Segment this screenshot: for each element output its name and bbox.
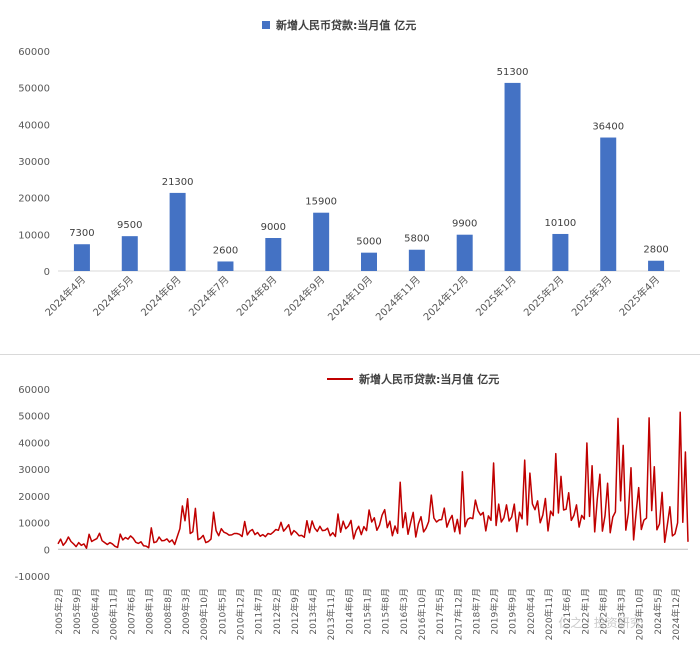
x-tick-label: 2025年2月 bbox=[521, 273, 567, 319]
bar-chart-panel: 新增人民币贷款:当月值 亿元 0 10000 20000 30000 40000 50000… bbox=[0, 18, 700, 355]
x-tick-label: 2016年3月 bbox=[398, 588, 410, 635]
legend-label: 新增人民币贷款:当月值 亿元 bbox=[276, 18, 416, 32]
x-tick-label: 2024年5月 bbox=[90, 273, 136, 319]
y-tick-label: 20000 bbox=[18, 194, 50, 205]
line-chart: 新增人民币贷款:当月值 亿元 -10000 0 10000 20000 30000 4000… bbox=[15, 372, 689, 640]
y-tick-label: 0 bbox=[44, 267, 50, 278]
y-tick-label: 60000 bbox=[18, 47, 50, 58]
x-tick-label: 2013年4月 bbox=[307, 588, 319, 635]
bar-data-label: 21300 bbox=[162, 177, 194, 188]
x-tick-label: 2011年7月 bbox=[253, 588, 265, 635]
x-tick-label: 2012年2月 bbox=[271, 588, 283, 635]
bar bbox=[265, 238, 282, 271]
x-tick-label: 2024年8月 bbox=[234, 273, 280, 319]
x-tick-label: 2023年3月 bbox=[616, 588, 628, 635]
bar bbox=[217, 261, 234, 271]
bar bbox=[313, 212, 330, 271]
x-tick-label: 2009年3月 bbox=[180, 588, 192, 635]
x-tick-label: 2006年11月 bbox=[107, 588, 119, 640]
x-tick-label: 2005年2月 bbox=[53, 588, 65, 635]
x-tick-label: 2008年1月 bbox=[144, 588, 156, 635]
y-tick-label: 30000 bbox=[18, 465, 50, 476]
y-tick-label: 40000 bbox=[18, 438, 50, 449]
x-tick-label: 2022年8月 bbox=[597, 588, 609, 635]
line-chart-panel: 新增人民币贷款:当月值 亿元 -10000 0 10000 20000 30000 4000… bbox=[0, 355, 700, 648]
x-tick-label: 2024年12月 bbox=[420, 273, 470, 323]
bar bbox=[648, 260, 665, 271]
bar bbox=[361, 252, 377, 271]
bar bbox=[600, 137, 617, 271]
bar bbox=[504, 82, 521, 272]
x-tick-label: 2019年2月 bbox=[489, 588, 501, 635]
x-tick-label: 2009年10月 bbox=[198, 588, 210, 640]
x-tick-label: 2024年4月 bbox=[42, 273, 88, 319]
x-tick-label: 2023年10月 bbox=[634, 588, 646, 640]
x-tick-label: 2015年1月 bbox=[362, 588, 374, 635]
x-tick-label: 2007年6月 bbox=[126, 588, 138, 635]
x-tick-label: 2019年9月 bbox=[507, 588, 519, 635]
x-tick-label: 2014年6月 bbox=[343, 588, 355, 635]
y-tick-label: 10000 bbox=[18, 230, 50, 241]
x-tick-label: 2024年11月 bbox=[373, 273, 423, 323]
bar bbox=[408, 249, 425, 271]
y-tick-label: 60000 bbox=[18, 385, 50, 396]
x-tick-label: 2025年1月 bbox=[473, 273, 519, 319]
bar-data-label: 15900 bbox=[305, 197, 337, 208]
x-tick-label: 2025年3月 bbox=[569, 273, 615, 319]
x-tick-label: 2024年6月 bbox=[138, 273, 184, 319]
watermark-text: 仁之 · 投资研究 bbox=[558, 615, 641, 630]
x-tick-label: 2010年5月 bbox=[216, 588, 228, 635]
x-tick-label: 2024年7月 bbox=[186, 273, 232, 319]
x-tick-label: 2017年12月 bbox=[452, 588, 464, 640]
bar bbox=[456, 234, 473, 271]
x-tick-label: 2024年9月 bbox=[281, 273, 327, 319]
x-tick-label: 2024年12月 bbox=[670, 588, 682, 640]
x-tick-label: 2024年5月 bbox=[652, 588, 664, 635]
bar bbox=[73, 244, 90, 271]
x-tick-label: 2018年7月 bbox=[470, 588, 482, 635]
x-tick-label: 2025年4月 bbox=[616, 273, 662, 319]
x-tick-label: 2012年9月 bbox=[289, 588, 301, 635]
x-tick-label: 2006年4月 bbox=[89, 588, 101, 635]
y-tick-label: 50000 bbox=[18, 84, 50, 95]
bar bbox=[121, 236, 138, 271]
x-tick-label: 2013年11月 bbox=[325, 588, 337, 640]
y-tick-label: 10000 bbox=[18, 519, 50, 530]
bar bbox=[169, 192, 186, 271]
x-tick-label: 2005年9月 bbox=[71, 588, 83, 635]
bar-chart: 新增人民币贷款:当月值 亿元 0 10000 20000 30000 40000 50000… bbox=[18, 18, 680, 323]
x-tick-label: 2010年12月 bbox=[234, 588, 246, 640]
legend-swatch bbox=[262, 21, 270, 29]
bar-data-label: 36400 bbox=[592, 122, 624, 133]
bar-data-label: 7300 bbox=[69, 228, 94, 239]
x-tick-label: 2020年4月 bbox=[525, 588, 537, 635]
x-tick-label: 2021年6月 bbox=[561, 588, 573, 635]
x-tick-label: 2024年10月 bbox=[325, 273, 375, 323]
bar-data-label: 9500 bbox=[117, 220, 142, 231]
x-tick-label: 2022年1月 bbox=[579, 588, 591, 635]
bar-data-label: 51300 bbox=[497, 67, 529, 78]
y-tick-label: 0 bbox=[44, 545, 50, 556]
bar-data-label: 10100 bbox=[544, 218, 576, 229]
bar-data-label: 5000 bbox=[356, 237, 381, 248]
bar-data-label: 9000 bbox=[261, 222, 286, 233]
bar-data-label: 2800 bbox=[643, 245, 668, 256]
y-tick-label: 20000 bbox=[18, 492, 50, 503]
bar bbox=[552, 233, 569, 271]
legend-label: 新增人民币贷款:当月值 亿元 bbox=[359, 372, 499, 386]
series-line bbox=[57, 411, 689, 549]
y-tick-label: 40000 bbox=[18, 120, 50, 131]
y-tick-label: 30000 bbox=[18, 157, 50, 168]
x-tick-label: 2016年10月 bbox=[416, 588, 428, 640]
y-tick-label: -10000 bbox=[15, 572, 50, 583]
x-tick-label: 2017年5月 bbox=[434, 588, 446, 635]
x-tick-label: 2008年8月 bbox=[162, 588, 174, 635]
y-tick-label: 50000 bbox=[18, 412, 50, 423]
x-tick-label: 2020年11月 bbox=[543, 588, 555, 640]
x-tick-label: 2015年8月 bbox=[380, 588, 392, 635]
bar-data-label: 5800 bbox=[404, 234, 429, 245]
bar-data-label: 9900 bbox=[452, 219, 477, 230]
bar-data-label: 2600 bbox=[213, 245, 238, 256]
